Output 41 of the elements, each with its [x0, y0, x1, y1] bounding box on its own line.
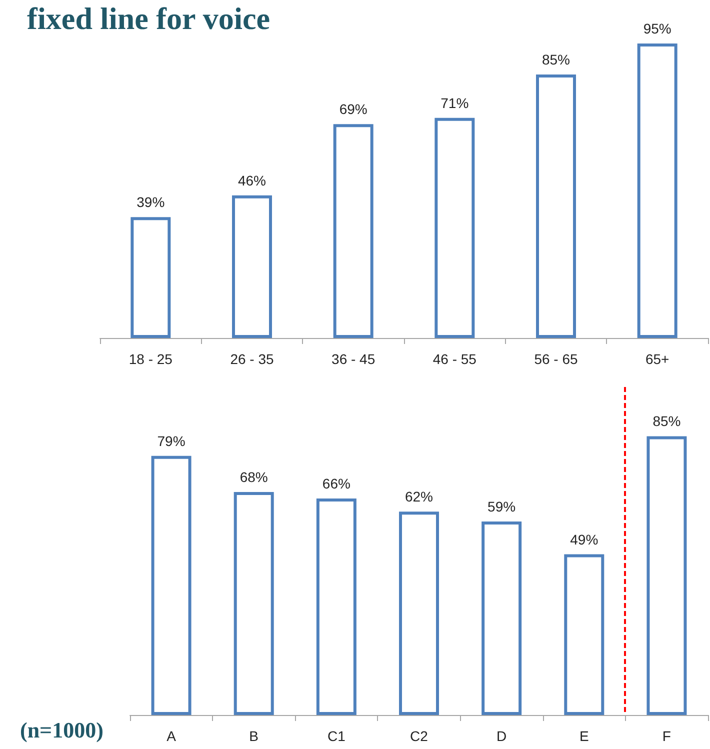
- bar: [564, 554, 604, 715]
- data-label: 85%: [542, 52, 570, 68]
- bar: [130, 217, 171, 338]
- data-label: 95%: [643, 20, 672, 36]
- x-tick-label: D: [496, 728, 507, 744]
- bar: [333, 124, 374, 338]
- data-label: 59%: [488, 498, 516, 514]
- bar: [637, 44, 678, 338]
- data-label: 68%: [240, 468, 268, 485]
- data-label: 85%: [652, 413, 681, 430]
- x-tick-label: F: [662, 728, 671, 744]
- bar: [232, 195, 272, 338]
- x-tick-label: 65+: [645, 351, 670, 367]
- x-tick-label: E: [579, 728, 589, 744]
- x-tick-label: C1: [327, 728, 346, 744]
- x-tick-label: A: [166, 728, 177, 744]
- x-tick-label: 56 - 65: [534, 351, 578, 367]
- bar: [316, 498, 356, 715]
- data-label: 71%: [440, 94, 469, 111]
- x-tick-label: C2: [410, 728, 428, 744]
- data-label: 39%: [136, 194, 165, 210]
- x-tick-label: 36 - 45: [332, 351, 376, 367]
- x-tick-label: 18 - 25: [128, 351, 173, 367]
- bar: [234, 492, 274, 715]
- x-tick-label: 26 - 35: [230, 351, 274, 367]
- data-label: 79%: [157, 432, 186, 449]
- x-tick-label: 46 - 55: [432, 351, 477, 367]
- data-label: 69%: [339, 101, 368, 118]
- text: (n=1000): [20, 718, 104, 742]
- bar: [482, 521, 522, 715]
- data-label: 62%: [404, 488, 434, 505]
- bar: [151, 456, 192, 715]
- chart-title: fixed line for voice: [27, 1, 270, 36]
- bar: [536, 74, 576, 338]
- bar: [434, 118, 475, 338]
- bar: [399, 512, 439, 715]
- data-label: 46%: [238, 172, 266, 188]
- data-label: 49%: [570, 531, 598, 548]
- x-tick-label: B: [249, 728, 259, 744]
- data-label: 66%: [322, 476, 350, 492]
- bar: [646, 436, 687, 715]
